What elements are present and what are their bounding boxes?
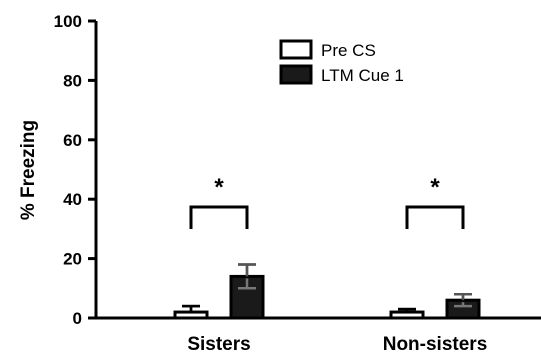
y-tick-label: 40 [63,190,82,209]
bar-pre-cs [389,310,425,320]
y-tick-label: 20 [63,250,82,269]
y-tick-label: 60 [63,131,82,150]
y-tick-label: 100 [54,12,82,31]
significance-bracket [189,205,249,229]
significance-star: * [214,174,224,201]
x-tick-label: Sisters [187,334,250,354]
legend-swatch-ltm-cue-1 [279,64,313,85]
legend-label: LTM Cue 1 [321,66,404,85]
y-tick-label: 80 [63,71,82,90]
y-axis-label: % Freezing [18,120,39,220]
x-tick-label: Non-sisters [383,334,488,354]
bar-pre-cs [173,310,209,320]
significance-star: * [430,174,440,201]
legend-swatch-pre-cs [279,39,313,60]
y-tick-label: 0 [73,309,82,328]
legend-label: Pre CS [321,41,376,60]
significance-bracket [405,205,465,229]
bar-ltm-cue-1 [229,274,265,320]
